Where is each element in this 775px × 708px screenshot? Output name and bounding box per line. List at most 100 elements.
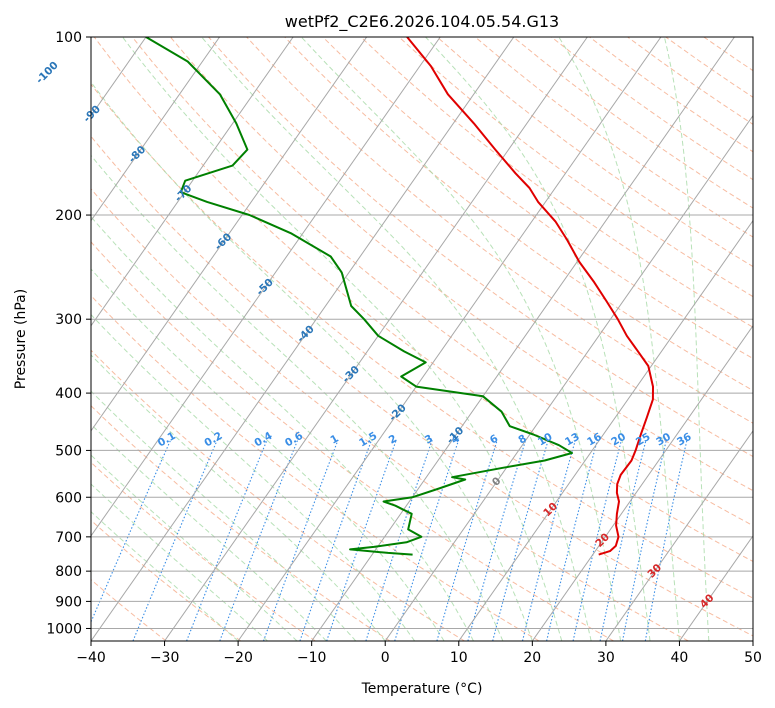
dewpoint-profile-line xyxy=(145,37,573,556)
isotherm-line xyxy=(91,37,515,641)
inline-labels: 0.1 0.2 0.4 0.6 1 1.5 2 3 4 6 8 10 13 16 20 25 30 36-100-… xyxy=(34,59,717,610)
moist-adiabat-line xyxy=(122,37,563,641)
mixing-ratio-label: 13 xyxy=(563,431,582,449)
dry-adiabat-line xyxy=(703,37,753,72)
dry-adiabat-line xyxy=(91,461,316,641)
mixing-ratio-label: 30 xyxy=(654,431,673,449)
dry-adiabat-line xyxy=(91,241,614,641)
isotherm-label: 40 xyxy=(698,592,717,611)
isotherm-label: -40 xyxy=(295,323,317,345)
mixing-ratio-line xyxy=(219,439,299,641)
mixing-ratio-label: 3 xyxy=(423,433,435,447)
isotherm-line xyxy=(752,640,753,641)
dry-adiabat-line xyxy=(93,37,753,562)
y-tick-label: 200 xyxy=(55,208,82,224)
mixing-ratio-line xyxy=(262,439,339,641)
mixing-ratio-line xyxy=(644,439,688,641)
dry-adiabat-line xyxy=(91,578,167,641)
moist-adiabat-line xyxy=(91,354,386,641)
isotherm-line xyxy=(605,429,753,641)
mixing-ratio-line xyxy=(467,439,527,641)
dry-adiabat-line xyxy=(170,37,753,492)
mixing-ratio-line xyxy=(326,439,397,641)
x-tick-label: 30 xyxy=(597,650,615,666)
mixing-ratio-label: 2 xyxy=(387,433,399,447)
y-axis-label: Pressure (hPa) xyxy=(13,289,29,389)
dry-adiabat-line xyxy=(284,37,753,392)
x-axis-label: Temperature (°C) xyxy=(361,681,483,697)
isotherm-line xyxy=(384,114,753,641)
x-tick-label: −10 xyxy=(297,650,327,666)
moist-adiabat-line xyxy=(300,37,622,641)
dry-adiabat-line xyxy=(360,37,753,328)
moist-adiabat-line xyxy=(91,154,504,641)
isotherm-line xyxy=(458,219,753,641)
moist-adiabat-line xyxy=(663,37,710,641)
mixing-ratio-label: 6 xyxy=(488,433,500,447)
dry-adiabat-line xyxy=(91,294,540,641)
isotherm-label: 20 xyxy=(593,531,612,550)
mixing-ratio-label: 0.1 xyxy=(156,430,178,450)
mixing-ratio-line xyxy=(521,439,576,641)
mixing-ratio-label: 0.6 xyxy=(283,430,305,450)
mixing-ratio-line xyxy=(572,439,623,641)
isotherm-label: -70 xyxy=(173,183,195,205)
x-tick-label: 50 xyxy=(744,650,762,666)
isotherm-line xyxy=(237,37,662,641)
isotherm-line xyxy=(0,37,72,641)
y-tick-label: 700 xyxy=(55,530,82,546)
dry-adiabat-line xyxy=(91,188,689,641)
mixing-ratio-line xyxy=(599,439,647,641)
y-tick-label: 400 xyxy=(55,386,82,402)
isotherm-line xyxy=(311,37,735,641)
moist-adiabat-line xyxy=(425,37,651,641)
dry-adiabat-line xyxy=(91,519,242,641)
mixing-ratio-label: 0.2 xyxy=(202,430,224,450)
moist-adiabat-line xyxy=(91,511,239,641)
mixing-ratio-label: 1.5 xyxy=(357,430,379,450)
mixing-ratio-line xyxy=(365,439,433,641)
dry-adiabat-line xyxy=(436,37,753,268)
moist-adiabat-line xyxy=(91,81,533,641)
mixing-ratio-line xyxy=(299,439,373,641)
x-tick-label: 0 xyxy=(381,650,390,666)
x-tick-label: −30 xyxy=(150,650,180,666)
y-tick-label: 600 xyxy=(55,490,82,506)
mixing-ratio-line xyxy=(132,439,218,641)
dry-adiabat-line xyxy=(398,37,753,298)
isotherm-label: -30 xyxy=(340,364,362,386)
temperature-profile-line xyxy=(406,37,654,556)
dry-adiabat-line xyxy=(322,37,753,360)
dry-adiabat-line xyxy=(512,37,753,209)
y-axis: 100 200 300 400 500 600 700 800 900 1000 xyxy=(46,30,91,638)
x-axis: −40 −30 −20 −10 0 10 20 30 40 50 xyxy=(76,641,762,666)
moist-adiabat-line xyxy=(558,37,680,641)
y-tick-label: 500 xyxy=(55,443,82,459)
background-lines xyxy=(91,37,753,641)
dry-adiabat-line xyxy=(91,135,753,637)
mixing-ratio-line xyxy=(436,439,498,641)
dry-adiabat-line xyxy=(474,37,753,238)
isotherm-label: -50 xyxy=(254,276,276,298)
dry-adiabat-line xyxy=(589,37,753,153)
isotherm-line xyxy=(91,37,220,222)
isotherm-line xyxy=(531,324,753,641)
dry-adiabat-line xyxy=(91,83,753,599)
isotherm-label: -100 xyxy=(34,59,61,86)
isotherm-line xyxy=(91,37,441,537)
mixing-ratio-label: 1 xyxy=(328,433,340,447)
isotherm-label: -10 xyxy=(444,425,466,447)
grid-lines xyxy=(0,37,753,641)
isotherm-label: -90 xyxy=(81,103,103,125)
x-tick-label: 20 xyxy=(523,650,541,666)
dry-adiabat-line xyxy=(246,37,753,424)
x-tick-label: 10 xyxy=(450,650,468,666)
isotherm-line xyxy=(91,37,368,432)
mixing-ratio-line xyxy=(622,439,667,641)
x-tick-label: −20 xyxy=(223,650,253,666)
mixing-ratio-label: 0.4 xyxy=(252,430,274,450)
mixing-ratio-line xyxy=(91,439,172,624)
moist-adiabat-line xyxy=(91,390,357,641)
y-tick-label: 1000 xyxy=(46,622,82,638)
y-tick-label: 300 xyxy=(55,312,82,328)
